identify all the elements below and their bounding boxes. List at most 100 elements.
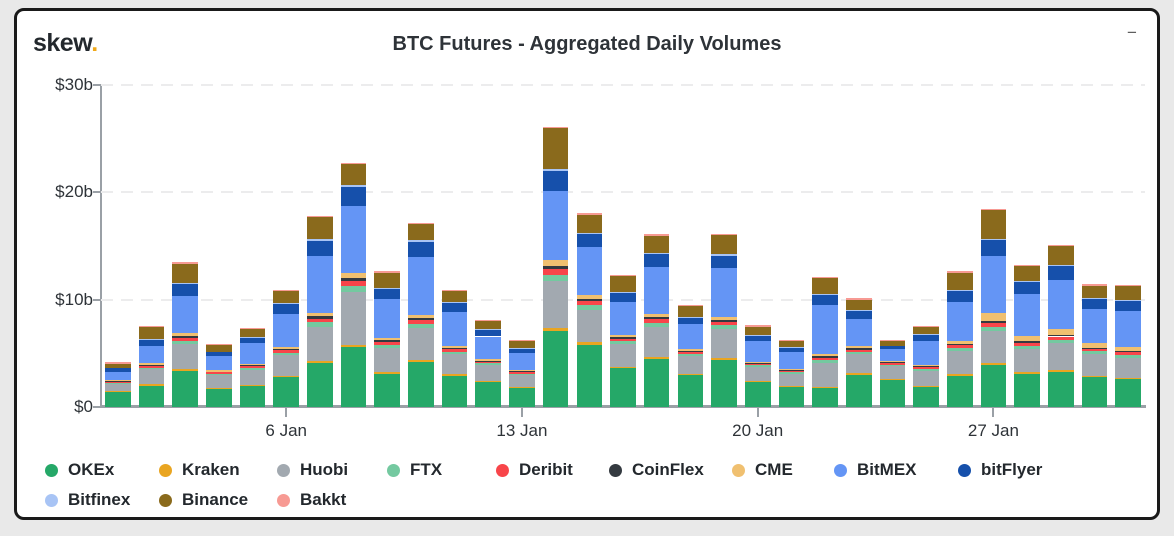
bar-19-jan[interactable] — [711, 85, 737, 407]
bar-23-jan[interactable] — [845, 85, 872, 407]
bar-10-jan[interactable] — [408, 85, 434, 407]
bar-segment-bitfinex — [1014, 281, 1040, 283]
bar-segment-binance — [711, 235, 737, 255]
bar-24-jan[interactable] — [879, 85, 906, 407]
bar-segment-deribit — [744, 363, 771, 366]
bar-segment-bitflyer — [913, 334, 939, 341]
bar-segment-bitfinex — [408, 240, 434, 242]
bar-segment-bitmex — [845, 318, 872, 347]
legend-item-ftx[interactable]: FTX — [387, 460, 490, 480]
bar-segment-bakkt — [980, 208, 1007, 210]
bar-segment-huobi — [408, 327, 434, 360]
bar-26-jan[interactable] — [946, 85, 973, 407]
legend-item-kraken[interactable]: Kraken — [159, 460, 271, 480]
bar-6-jan[interactable] — [273, 85, 300, 407]
legend-color-dot — [45, 493, 58, 507]
bar-28-jan[interactable] — [1014, 85, 1040, 407]
bar-30-jan[interactable] — [1081, 85, 1108, 407]
bar-22-jan[interactable] — [812, 85, 838, 407]
bar-segment-ftx — [1048, 339, 1074, 344]
bar-15-jan[interactable] — [576, 85, 603, 407]
bar-segment-bakkt — [1081, 284, 1108, 286]
bar-segment-okex — [340, 346, 367, 407]
bar-14-jan[interactable] — [542, 85, 569, 407]
bar-5-jan[interactable] — [239, 85, 266, 407]
bar-segment-binance — [610, 276, 636, 293]
bar-segment-bitmex — [946, 301, 973, 342]
bar-16-jan[interactable] — [610, 85, 636, 407]
bar-segment-ftx — [576, 305, 603, 310]
bar-4-jan[interactable] — [206, 85, 232, 407]
legend-item-label: Bitfinex — [68, 490, 131, 509]
bar-segment-okex — [441, 375, 468, 407]
bar-segment-okex — [475, 382, 502, 407]
bar-segment-binance — [273, 291, 300, 304]
bar-17-jan[interactable] — [643, 85, 670, 407]
legend-item-bitfinex[interactable]: Bitfinex — [45, 490, 153, 510]
bar-segment-ftx — [273, 352, 300, 356]
bar-segment-cme — [711, 316, 737, 320]
bar-segment-bitflyer — [711, 255, 737, 269]
bar-segment-bitmex — [1081, 308, 1108, 344]
bar-segment-deribit — [307, 318, 333, 323]
bar-segment-bitfinex — [677, 316, 704, 318]
bar-segment-ftx — [239, 367, 266, 370]
bar-segment-kraken — [643, 356, 670, 359]
legend-item-cme[interactable]: CME — [732, 460, 828, 480]
legend-item-bakkt[interactable]: Bakkt — [277, 490, 381, 510]
bar-segment-binance — [1048, 246, 1074, 265]
bar-29-jan[interactable] — [1048, 85, 1074, 407]
legend-item-label: bitFlyer — [981, 460, 1043, 479]
legend-item-bitmex[interactable]: BitMEX — [834, 460, 952, 480]
bar-segment-bitmex — [778, 352, 805, 370]
bar-31-jan[interactable] — [1115, 85, 1141, 407]
bar-segment-binance — [643, 235, 670, 253]
legend-item-coinflex[interactable]: CoinFlex — [609, 460, 726, 480]
bar-segment-coinflex — [980, 320, 1007, 323]
bar-segment-bitmex — [542, 191, 569, 260]
bar-27-jan[interactable] — [980, 85, 1007, 407]
bar-segment-coinflex — [778, 369, 805, 372]
bar-segment-deribit — [408, 320, 434, 324]
legend-item-huobi[interactable]: Huobi — [277, 460, 381, 480]
legend-item-deribit[interactable]: Deribit — [496, 460, 603, 480]
bar-segment-cme — [643, 314, 670, 318]
bar-20-jan[interactable] — [744, 85, 771, 407]
bar-11-jan[interactable] — [441, 85, 468, 407]
bar-1-jan[interactable] — [105, 85, 131, 407]
legend-item-bitflyer[interactable]: bitFlyer — [958, 460, 1058, 480]
bar-segment-huobi — [1115, 357, 1141, 378]
bar-12-jan[interactable] — [475, 85, 502, 407]
bar-segment-deribit — [812, 357, 838, 361]
bar-8-jan[interactable] — [340, 85, 367, 407]
bar-18-jan[interactable] — [677, 85, 704, 407]
legend-item-okex[interactable]: OKEx — [45, 460, 153, 480]
bar-segment-coinflex — [138, 364, 165, 366]
bar-segment-binance — [1115, 286, 1141, 301]
bar-segment-huobi — [980, 331, 1007, 364]
bar-7-jan[interactable] — [307, 85, 333, 407]
bar-segment-okex — [138, 385, 165, 407]
bar-segment-deribit — [105, 381, 131, 383]
bar-segment-ftx — [475, 363, 502, 366]
bar-25-jan[interactable] — [913, 85, 939, 407]
bar-segment-bitflyer — [138, 339, 165, 347]
bar-3-jan[interactable] — [172, 85, 198, 407]
bar-segment-cme — [744, 361, 771, 363]
bar-segment-bitflyer — [778, 347, 805, 353]
bar-segment-deribit — [1081, 348, 1108, 352]
bar-segment-bakkt — [408, 223, 434, 225]
page-title: BTC Futures - Aggregated Daily Volumes — [392, 33, 782, 55]
bar-segment-ftx — [1115, 354, 1141, 358]
bar-9-jan[interactable] — [374, 85, 401, 407]
legend-item-binance[interactable]: Binance — [159, 490, 271, 510]
bar-13-jan[interactable] — [509, 85, 535, 407]
bar-segment-deribit — [206, 372, 232, 374]
bar-21-jan[interactable] — [778, 85, 805, 407]
bar-segment-binance — [172, 263, 198, 283]
minimize-button[interactable]: − — [1127, 22, 1137, 42]
bar-2-jan[interactable] — [138, 85, 165, 407]
bar-segment-deribit — [711, 321, 737, 325]
bar-segment-huobi — [1014, 348, 1040, 373]
bar-segment-huobi — [643, 326, 670, 357]
